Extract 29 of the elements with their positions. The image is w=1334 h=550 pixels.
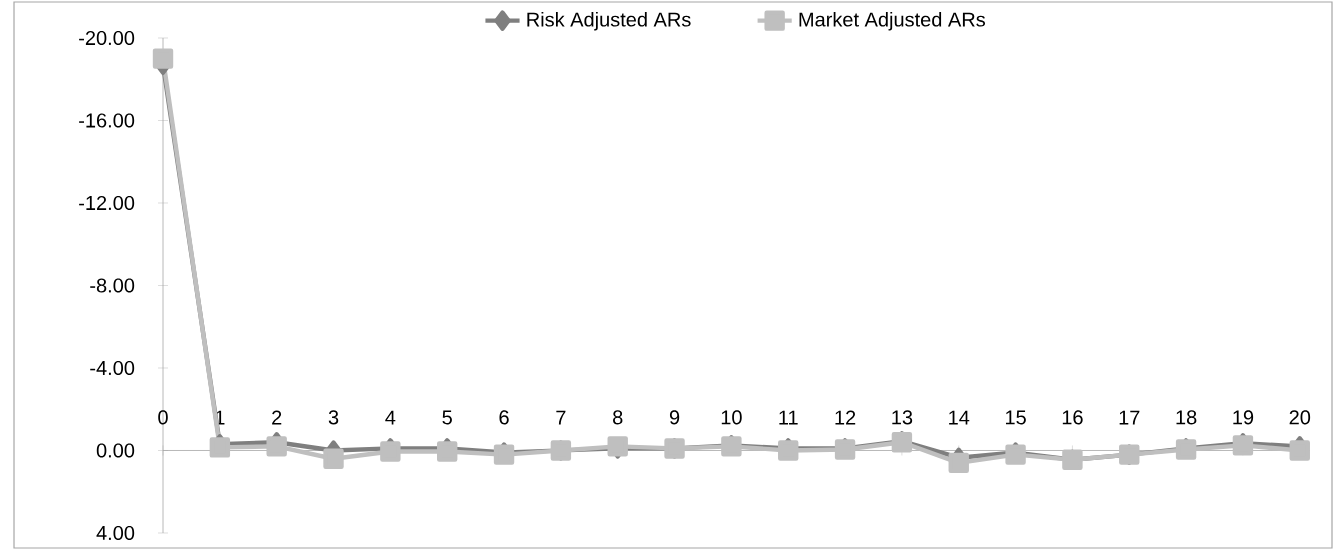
legend-label: Market Adjusted ARs <box>799 11 986 31</box>
x-tick-label: 9 <box>669 410 680 425</box>
x-tick-label: 13 <box>892 410 913 425</box>
y-tick-label: 4.00 <box>96 525 135 541</box>
x-tick-label: 17 <box>1119 410 1140 425</box>
x-tick-label: 15 <box>1005 410 1026 425</box>
x-tick-label: 19 <box>1233 410 1254 425</box>
x-tick-label: 11 <box>779 410 798 425</box>
x-tick-label: 16 <box>1062 410 1083 425</box>
x-tick-label: 5 <box>442 410 452 425</box>
y-tick-label: -16.00 <box>79 113 135 128</box>
x-tick-label: 2 <box>272 410 282 425</box>
x-tick-label: 18 <box>1176 410 1197 425</box>
x-tick-label: 6 <box>499 410 509 425</box>
y-tick-label: -4.00 <box>90 360 135 376</box>
y-tick-label: -12.00 <box>79 195 135 211</box>
x-tick-label: 20 <box>1289 410 1311 425</box>
y-tick-label: -8.00 <box>90 278 135 293</box>
x-tick-label: 10 <box>721 410 742 425</box>
x-tick-label: 3 <box>328 410 339 425</box>
x-tick-label: 4 <box>385 410 396 425</box>
x-tick-label: 12 <box>835 410 856 425</box>
y-tick-label: -20.00 <box>79 30 135 46</box>
x-tick-label: 14 <box>949 410 970 425</box>
y-tick-label: 0.00 <box>96 443 135 458</box>
x-tick-label: 7 <box>556 410 566 425</box>
x-tick-label: 0 <box>158 410 168 425</box>
legend-label: Risk Adjusted ARs <box>527 11 691 31</box>
x-tick-label: 8 <box>613 410 623 425</box>
